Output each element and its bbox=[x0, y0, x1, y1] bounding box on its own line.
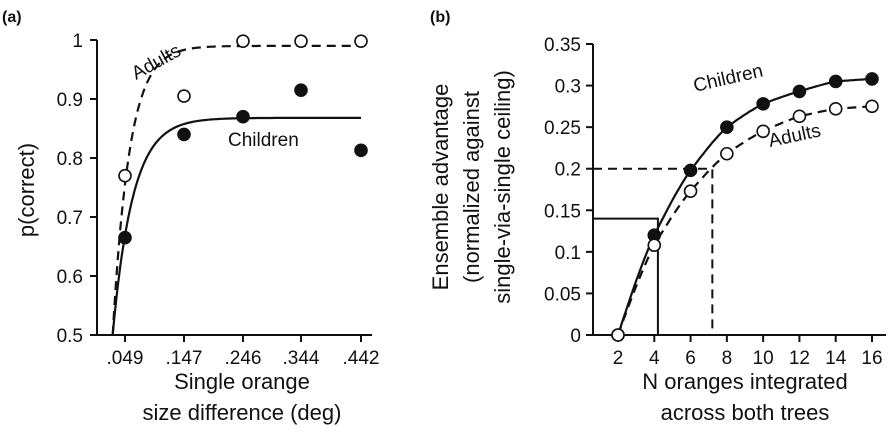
panel-b-fit-curves bbox=[616, 77, 873, 336]
adults-fit-curve-b bbox=[616, 105, 873, 336]
children-data-point-b bbox=[792, 84, 807, 99]
adults-data-point bbox=[118, 168, 132, 183]
y-tick-label: 0.05 bbox=[544, 284, 581, 305]
children-curve-label-b: Children bbox=[691, 60, 765, 96]
children-data-point bbox=[354, 143, 368, 158]
adults-data-point bbox=[177, 89, 191, 103]
x-tick-label: .442 bbox=[343, 348, 380, 369]
y-tick-label: 0.25 bbox=[544, 118, 581, 139]
y-tick-label: 0.3 bbox=[555, 77, 581, 98]
adults-fit-curve bbox=[111, 44, 361, 336]
panel-b-x-axis-title-line2: across both trees bbox=[661, 400, 830, 425]
x-tick-label: .049 bbox=[107, 348, 144, 369]
panel-a-axes: 0.5 0.6 0.7 0.8 0.9 1 .049 .147 .246 .344 .442 bbox=[57, 31, 380, 369]
children-fit-curve-b bbox=[616, 77, 873, 336]
panel-a: (a) 0.5 0.6 0.7 0.8 0.9 1 .049 .147 .246 .344 .442… bbox=[2, 9, 379, 425]
y-tick-label: 0 bbox=[570, 326, 581, 347]
children-data-point bbox=[236, 109, 250, 124]
y-tick-label: 0.6 bbox=[57, 267, 83, 288]
children-reference-line bbox=[593, 217, 659, 335]
x-tick-label: 16 bbox=[861, 348, 882, 369]
adults-data-point-b bbox=[865, 99, 879, 114]
children-data-point bbox=[118, 230, 132, 245]
y-tick-label: 0.35 bbox=[544, 35, 581, 56]
children-data-point bbox=[294, 83, 308, 97]
x-tick-label: 10 bbox=[753, 348, 774, 369]
x-tick-label: 2 bbox=[613, 348, 624, 369]
panel-a-x-axis-title-line2: size difference (deg) bbox=[143, 400, 342, 425]
adults-data-point-b bbox=[683, 184, 698, 198]
adults-curve-label: Adults bbox=[128, 40, 184, 84]
panel-b-label: (b) bbox=[430, 9, 450, 26]
y-tick-label: 1 bbox=[72, 31, 83, 52]
x-tick-label: .147 bbox=[166, 348, 203, 369]
x-tick-label: .246 bbox=[225, 348, 262, 369]
panel-b-y-axis-title-line1: Ensemble advantage bbox=[428, 84, 453, 291]
adults-data-point-b bbox=[611, 328, 625, 342]
panel-b-reference-lines bbox=[593, 167, 714, 335]
adults-data-point-b bbox=[647, 238, 662, 253]
adults-reference-line bbox=[593, 167, 714, 335]
x-tick-label: .344 bbox=[283, 348, 320, 369]
children-data-point-b bbox=[828, 74, 843, 89]
x-tick-label: 6 bbox=[685, 348, 696, 369]
adults-data-point-b bbox=[828, 102, 843, 116]
panel-b-y-axis-title-line3: single-via-single ceiling) bbox=[490, 70, 515, 304]
y-tick-label: 0.2 bbox=[555, 160, 581, 181]
y-tick-label: 0.5 bbox=[57, 326, 83, 347]
adults-data-point bbox=[236, 34, 250, 48]
y-tick-label: 0.1 bbox=[555, 243, 581, 264]
adults-data-point bbox=[354, 34, 368, 48]
children-data-point-b bbox=[720, 120, 734, 134]
panel-a-y-axis-title: p(correct) bbox=[14, 143, 39, 237]
panel-b-points bbox=[611, 72, 879, 342]
adults-data-point bbox=[294, 34, 308, 48]
x-tick-label: 12 bbox=[789, 348, 810, 369]
y-tick-label: 0.9 bbox=[57, 90, 83, 111]
y-tick-label: 0.15 bbox=[544, 201, 581, 222]
children-data-point-b bbox=[683, 163, 698, 178]
panel-b-axes: 0 0.05 0.1 0.15 0.2 0.25 0.3 0.35 2 4 6 8 10 12 14 16 bbox=[544, 35, 886, 369]
panel-b-x-axis-title-line1: N oranges integrated bbox=[642, 369, 847, 394]
x-tick-label: 14 bbox=[825, 348, 847, 369]
children-curve-label: Children bbox=[228, 130, 299, 151]
panel-a-label: (a) bbox=[2, 9, 22, 26]
panel-a-fit-curves bbox=[111, 44, 361, 336]
children-data-point bbox=[177, 127, 191, 142]
children-data-point-b bbox=[865, 72, 879, 86]
adults-data-point-b bbox=[792, 109, 807, 124]
children-data-point-b bbox=[756, 97, 770, 111]
y-tick-label: 0.8 bbox=[57, 149, 83, 170]
y-tick-label: 0.7 bbox=[57, 208, 83, 229]
panel-b-y-axis-title-line2: (normalized against bbox=[459, 91, 484, 283]
adults-data-point-b bbox=[720, 146, 734, 161]
panel-b: (b) 0 0.05 0.1 0.15 0.2 0.25 0.3 0.35 2 4 6 8 10 12 14… bbox=[428, 9, 886, 425]
panel-a-points bbox=[118, 34, 368, 245]
panel-a-x-axis-title-line1: Single orange bbox=[174, 369, 310, 394]
x-tick-label: 8 bbox=[722, 348, 733, 369]
x-tick-label: 4 bbox=[649, 348, 660, 369]
adults-data-point-b bbox=[756, 124, 770, 139]
